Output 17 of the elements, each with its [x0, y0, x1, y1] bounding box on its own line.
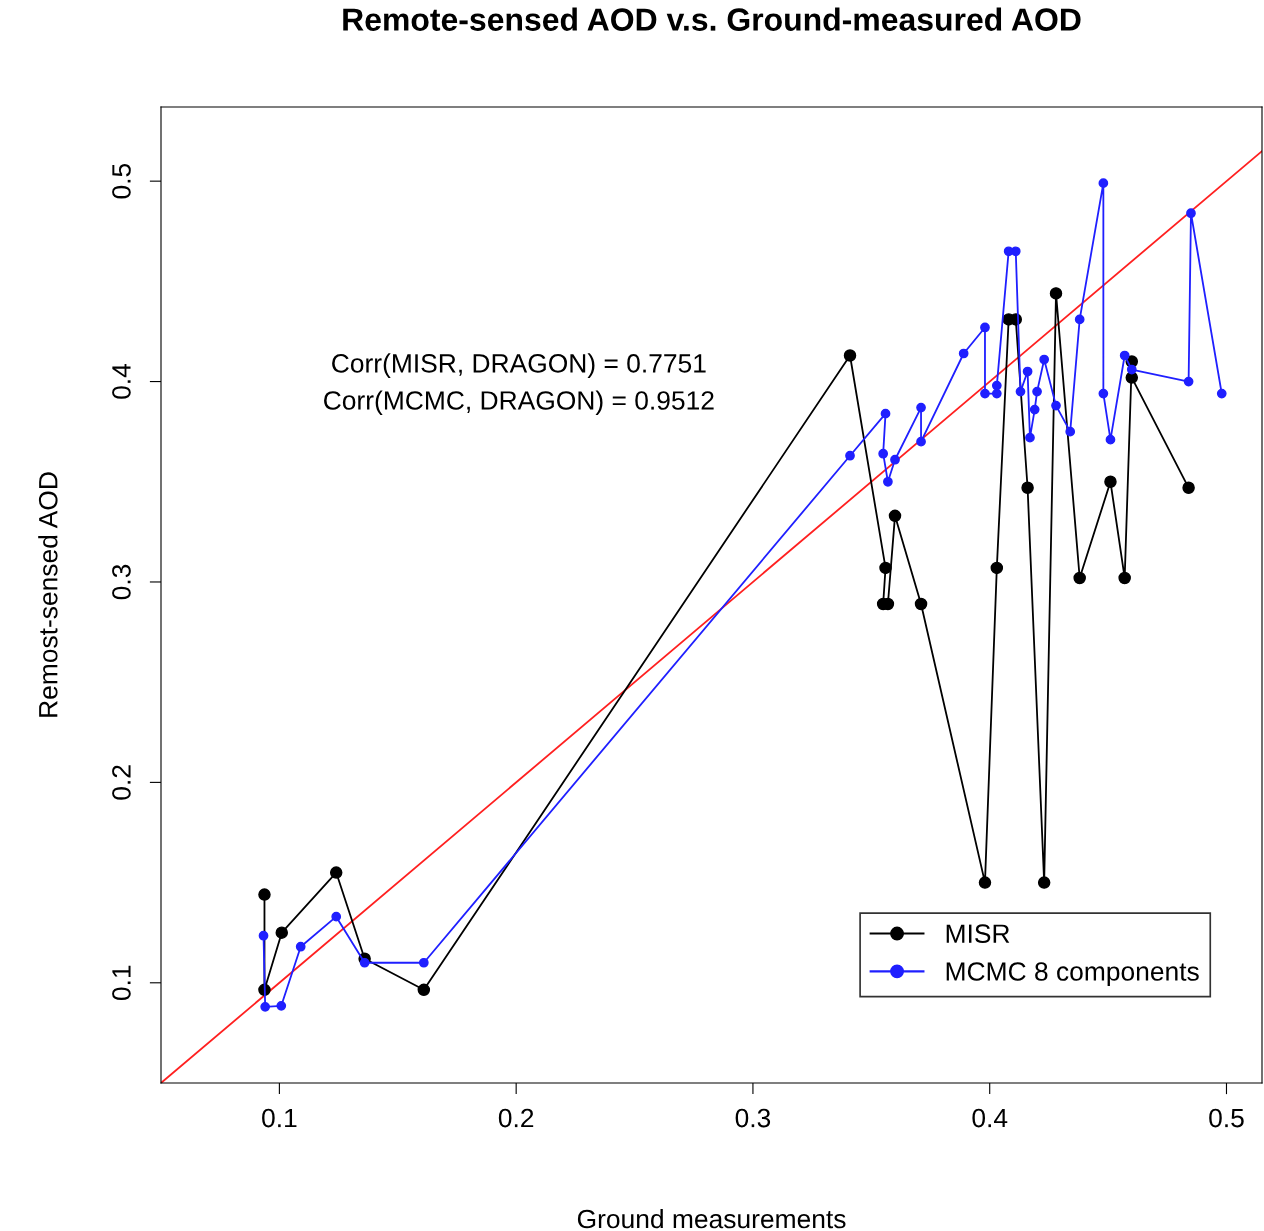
legend-label: MCMC 8 components [946, 962, 1199, 987]
x-tick-label: 0.2 [498, 1108, 534, 1128]
x-tick-label: 0.5 [1209, 1108, 1244, 1128]
x-tick-label: 0.1 [262, 1108, 297, 1128]
x-tick-label: 0.3 [735, 1108, 771, 1128]
y-tick-label: 0.4 [112, 363, 131, 399]
x-axis-title: Ground measurements [577, 1208, 846, 1229]
x-tick-label: 0.4 [972, 1108, 1008, 1128]
y-tick-label: 0.3 [112, 564, 131, 600]
y-tick-label: 0.1 [112, 965, 131, 1001]
y-tick-label: 0.5 [112, 163, 131, 199]
y-tick-label: 0.2 [112, 765, 131, 800]
annotation: Corr(MISR, DRAGON) = 0.7751 [332, 353, 706, 378]
annotation: Corr(MCMC, DRAGON) = 0.9512 [324, 390, 714, 416]
y-axis-title: Remost-sensed AOD [38, 472, 58, 717]
legend-label: MISR [946, 924, 1010, 944]
chart-title: Remote-sensed AOD v.s. Ground-measured AOD [343, 7, 1081, 31]
